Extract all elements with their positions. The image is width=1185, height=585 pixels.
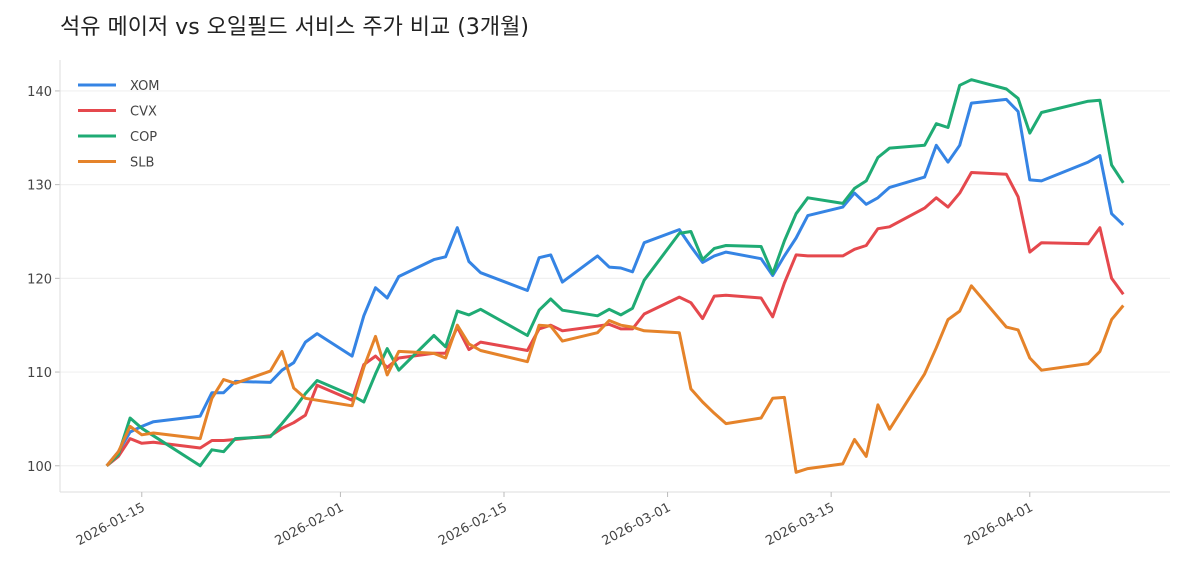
y-tick-label: 110 [27, 366, 52, 381]
legend-label: XOM [130, 79, 160, 94]
x-tick-label: 2026-01-15 [74, 500, 148, 549]
y-tick-label: 130 [27, 179, 52, 194]
x-tick-label: 2026-03-15 [763, 500, 837, 549]
y-tick-label: 100 [27, 460, 52, 475]
series-line [105, 78, 1125, 468]
x-tick-label: 2026-04-01 [962, 500, 1036, 549]
x-tick-label: 2026-02-01 [273, 500, 347, 549]
legend-label: COP [130, 130, 157, 145]
series-line [105, 171, 1125, 467]
x-tick-label: 2026-03-01 [600, 500, 674, 549]
legend-label: SLB [130, 156, 154, 171]
x-tick-label: 2026-02-15 [436, 500, 510, 549]
series-line [105, 97, 1125, 467]
y-tick-label: 140 [27, 85, 52, 100]
legend: XOM CVX COP SLB [78, 79, 160, 171]
chart-title: 석유 메이저 vs 오일필드 서비스 주가 비교 (3개월) [60, 15, 529, 40]
series-line [105, 284, 1125, 474]
y-tick-label: 120 [27, 272, 52, 287]
legend-label: CVX [130, 105, 157, 120]
